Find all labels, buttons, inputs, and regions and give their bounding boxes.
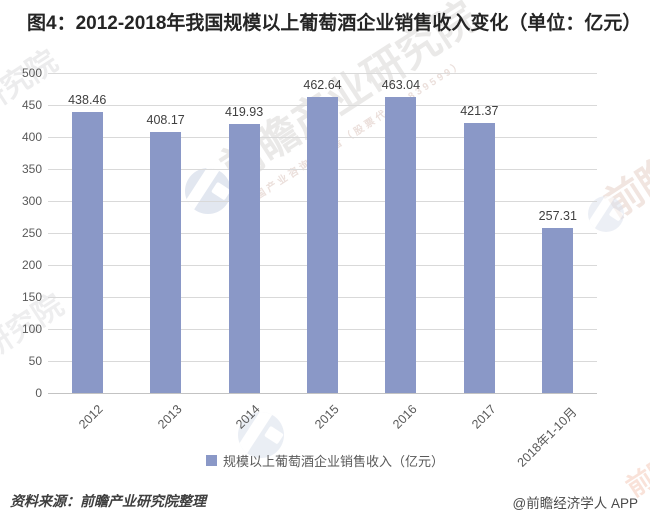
y-tick-label: 100 [21,322,42,336]
x-tick-label: 2017 [468,402,499,432]
y-tick-label: 250 [21,226,42,240]
credit-note: @前瞻经济学人 APP [512,496,638,511]
bar [150,131,182,393]
legend-label: 规模以上葡萄酒企业销售收入（亿元） [222,454,444,469]
bar-value-label: 408.17 [146,112,185,127]
bar-value-label: 257.31 [538,209,577,224]
watermark-brand-text-right: 前瞻产业研究院 [597,46,650,227]
y-tick-label: 450 [21,98,42,112]
y-tick-label: 300 [21,194,42,208]
y-tick-label: 50 [28,354,42,368]
bar [228,124,260,393]
y-tick-label: 400 [21,130,42,144]
bar-value-label: 421.37 [460,104,499,119]
x-tick-label: 2013 [154,402,185,432]
y-tick-label: 200 [21,258,42,272]
bar-value-label: 463.04 [381,77,421,92]
x-tick-label: 2016 [390,402,420,432]
x-tick-label: 2014 [233,402,263,432]
source-note: 资料来源：前瞻产业研究院整理 [10,493,206,509]
bar [542,228,574,393]
plot-area: 0 50 100 150 200 250 300 350 400 450 500 438.46 2012… [22,67,597,470]
chart-title: 图4：2012-2018年我国规模以上葡萄酒企业销售收入变化（单位：亿元） [27,13,642,34]
watermark-brand-right: 前瞻产业研究院 [592,37,650,228]
legend: 规模以上葡萄酒企业销售收入（亿元） [0,451,650,470]
y-tick-label: 0 [35,386,42,400]
legend-swatch [205,455,217,466]
y-tick-label: 350 [21,162,42,176]
bar [463,123,495,393]
bar-value-label: 438.46 [68,93,107,108]
bar [71,112,103,393]
bar-value-label: 462.64 [303,77,342,92]
gridline [48,393,597,394]
y-tick-label: 500 [21,66,42,80]
bar [385,96,417,393]
bar [307,96,338,393]
y-tick-label: 150 [21,290,42,304]
bar-value-label: 419.93 [224,105,264,120]
x-tick-label: 2015 [311,402,342,432]
gridline [48,73,597,74]
x-tick-label: 2012 [76,402,107,432]
